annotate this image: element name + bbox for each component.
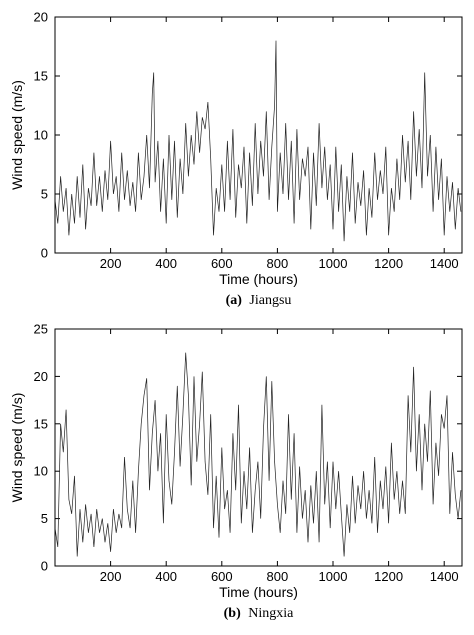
y-tick-label: 20 bbox=[34, 369, 48, 384]
y-tick-label: 20 bbox=[34, 10, 48, 25]
chart-ningxia: 200 400 600 800 1000 1200 1400 0 5 10 15 20 25 Time … bbox=[9, 322, 463, 621]
x-tick-label: 1000 bbox=[319, 569, 348, 584]
y-tick-label: 10 bbox=[34, 464, 48, 479]
caption-ningxia: (b) Ningxia bbox=[224, 606, 295, 621]
x-axis-label: Time (hours) bbox=[219, 271, 298, 287]
y-tick-label: 0 bbox=[41, 559, 48, 574]
chart-jiangsu: 200 400 600 800 1000 1200 1400 0 5 10 15 20 Time (h… bbox=[9, 10, 463, 308]
x-tick-label: 200 bbox=[100, 569, 122, 584]
y-tick-label: 25 bbox=[34, 322, 48, 337]
x-tick-label: 1200 bbox=[374, 256, 403, 271]
x-tick-label: 600 bbox=[211, 256, 233, 271]
caption-tag: (b) bbox=[224, 606, 241, 621]
caption-text: Ningxia bbox=[248, 606, 294, 621]
plot-frame bbox=[54, 328, 463, 567]
series-line-jiangsu bbox=[54, 40, 462, 242]
y-axis-label: Wind speed (m/s) bbox=[9, 393, 25, 503]
x-axis-label: Time (hours) bbox=[219, 584, 298, 600]
ticks: 200 400 600 800 1000 1200 1400 0 5 10 15 20 25 bbox=[34, 322, 462, 584]
plot-frame bbox=[54, 16, 463, 254]
x-tick-label: 1400 bbox=[430, 569, 459, 584]
ticks: 200 400 600 800 1000 1200 1400 0 5 10 15 20 bbox=[34, 10, 462, 271]
caption-tag: (a) bbox=[226, 293, 243, 308]
x-tick-label: 1200 bbox=[374, 569, 403, 584]
x-tick-label: 800 bbox=[267, 256, 289, 271]
y-tick-label: 15 bbox=[34, 416, 48, 431]
y-tick-label: 5 bbox=[41, 187, 48, 202]
caption-jiangsu: (a) Jiangsu bbox=[226, 293, 292, 308]
x-tick-label: 1400 bbox=[430, 256, 459, 271]
x-tick-label: 200 bbox=[100, 256, 122, 271]
y-tick-label: 0 bbox=[41, 246, 48, 261]
y-axis-label: Wind speed (m/s) bbox=[9, 80, 25, 190]
x-tick-label: 1000 bbox=[319, 256, 348, 271]
x-tick-label: 400 bbox=[155, 256, 177, 271]
series-line-ningxia bbox=[54, 352, 462, 557]
y-tick-label: 5 bbox=[41, 511, 48, 526]
x-tick-label: 800 bbox=[267, 569, 289, 584]
x-tick-label: 400 bbox=[155, 569, 177, 584]
y-tick-label: 15 bbox=[34, 69, 48, 84]
y-tick-label: 10 bbox=[34, 128, 48, 143]
x-tick-label: 600 bbox=[211, 569, 233, 584]
caption-text: Jiangsu bbox=[249, 293, 291, 308]
